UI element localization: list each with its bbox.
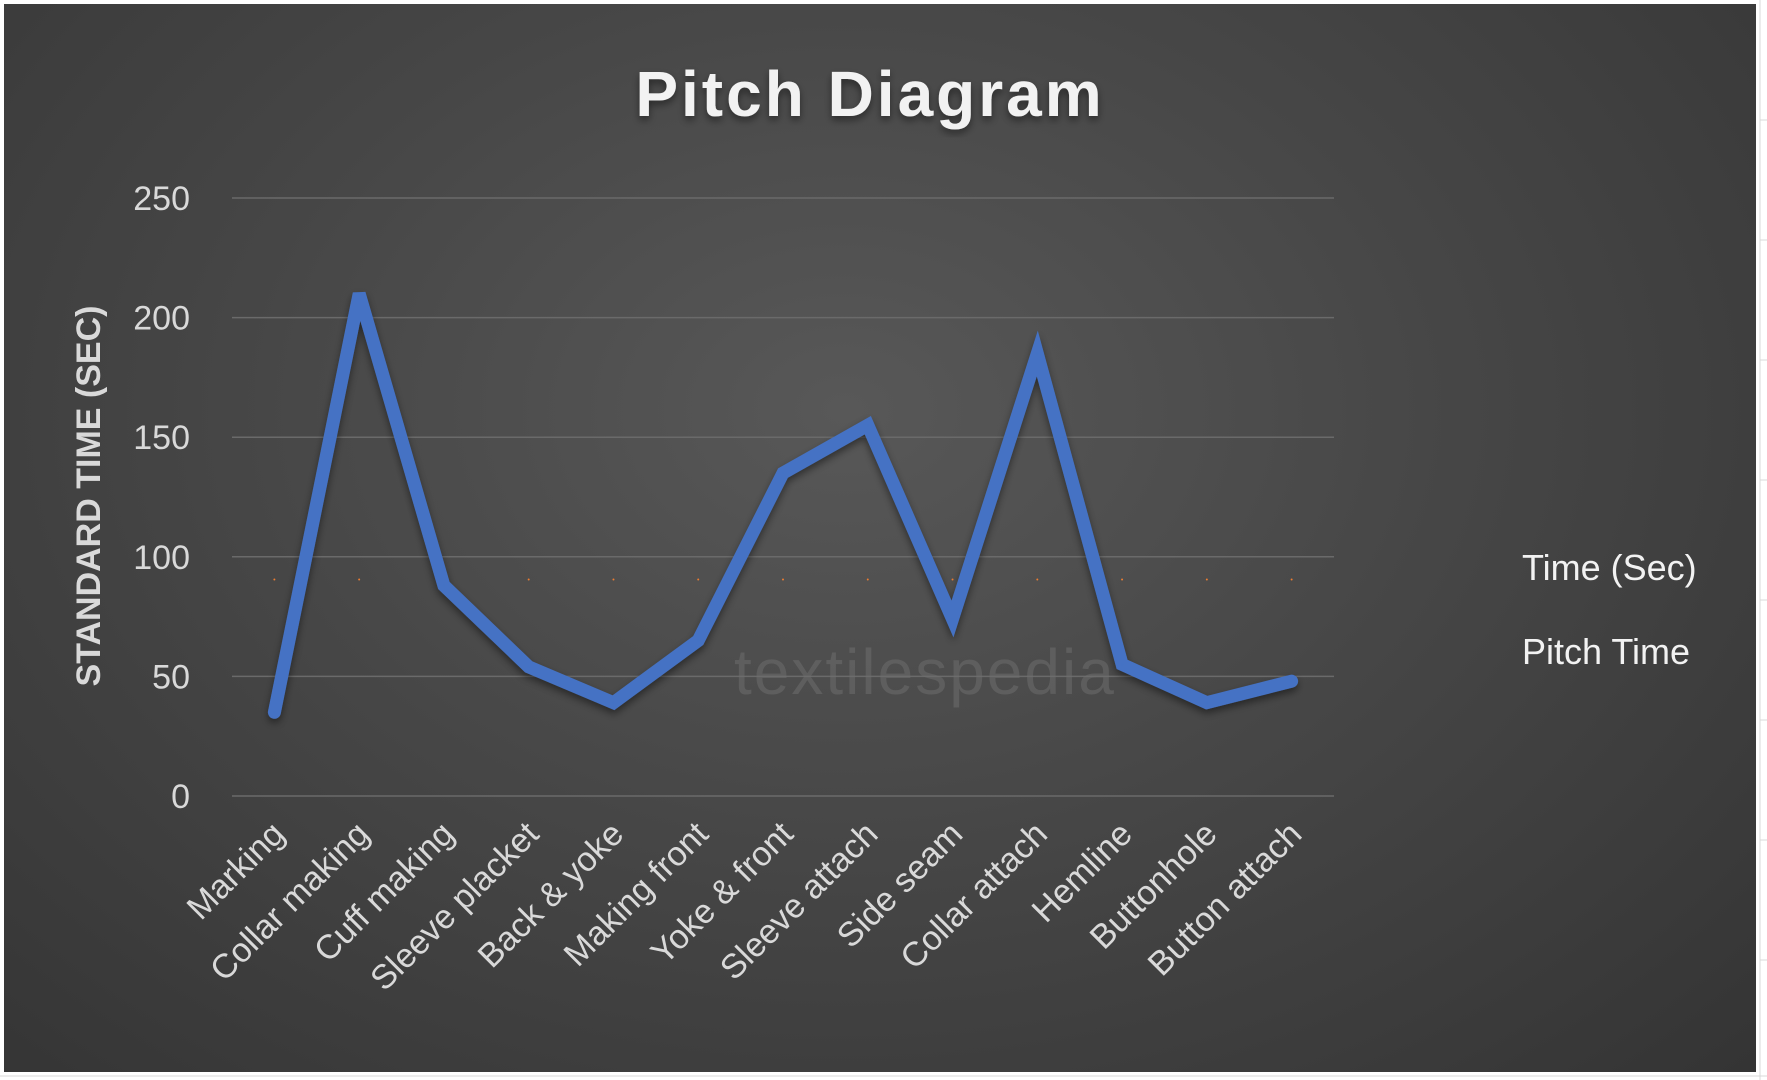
data-point — [527, 665, 530, 668]
y-tick-label: 250 — [133, 180, 190, 218]
data-point — [1121, 578, 1124, 581]
data-point — [273, 711, 276, 714]
data-point — [442, 584, 445, 587]
data-point — [951, 617, 954, 620]
data-point — [1205, 578, 1208, 581]
y-tick-label: 150 — [133, 419, 190, 457]
data-point — [951, 578, 954, 581]
legend: Time (Sec) Pitch Time — [1409, 547, 1697, 672]
data-point — [1290, 680, 1293, 683]
line-chart: Pitch Diagram STANDARD TIME (SEC) 0 50 100… — [70, 58, 1697, 998]
data-point — [612, 578, 615, 581]
series-lines — [267, 291, 1299, 719]
legend-label: Time (Sec) — [1522, 547, 1697, 588]
data-point — [1036, 352, 1039, 355]
y-tick-label: 200 — [133, 300, 190, 338]
chart-title: Pitch Diagram — [635, 58, 1104, 130]
chart-area[interactable]: Pitch Diagram STANDARD TIME (SEC) 0 50 100… — [4, 4, 1756, 1072]
data-point — [782, 472, 784, 475]
data-point — [697, 639, 700, 642]
data-point — [697, 578, 700, 581]
y-axis-ticks: 0 50 100 150 200 250 — [133, 180, 190, 816]
data-point — [527, 578, 530, 581]
data-point — [358, 292, 361, 295]
data-point — [1205, 701, 1208, 704]
watermark: textilespedia — [734, 636, 1116, 708]
data-point — [866, 424, 869, 427]
data-point — [273, 578, 276, 581]
data-point — [1121, 663, 1124, 666]
y-tick-label: 50 — [152, 658, 190, 696]
legend-label: Pitch Time — [1522, 631, 1690, 672]
data-point — [782, 578, 784, 581]
data-point — [1036, 578, 1039, 581]
data-point — [866, 578, 869, 581]
y-axis-label: STANDARD TIME (SEC) — [70, 306, 108, 687]
y-tick-label: 100 — [133, 539, 190, 577]
y-tick-label: 0 — [171, 778, 190, 816]
data-point — [358, 578, 361, 581]
data-point — [1290, 578, 1293, 581]
data-point — [612, 701, 615, 704]
